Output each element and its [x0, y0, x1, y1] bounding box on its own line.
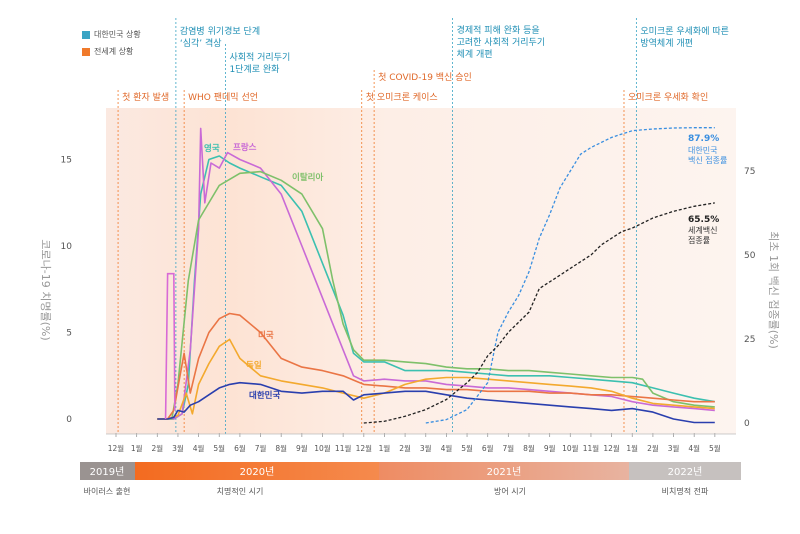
series-label: 영국 [204, 143, 220, 154]
world-event-label: 첫 환자 발생 [122, 91, 169, 103]
x-tick-label: 3월 [172, 443, 184, 453]
series-line-4 [157, 338, 715, 420]
korea-vax-label: 대한민국 백신 접종률 [688, 145, 727, 165]
x-tick-label: 4월 [193, 443, 205, 453]
x-tick-label: 3월 [668, 443, 680, 453]
phase-label-emergence: 바이러스 출현 [84, 486, 131, 496]
x-tick-label: 12월 [108, 443, 125, 453]
korea-event-label: 감염병 위기경보 단계 ‘심각’ 격상 [180, 25, 260, 49]
series-label: 미국 [258, 330, 274, 341]
series-line-2 [157, 170, 715, 420]
x-tick-label: 6월 [482, 443, 494, 453]
x-tick-label: 12월 [603, 443, 620, 453]
y2-tick-label: 25 [744, 335, 755, 345]
x-tick-label: 5월 [709, 443, 721, 453]
korea-event-label-line: 오미크론 우세화에 따른 [640, 26, 729, 37]
timeline-2021-segment [379, 462, 629, 480]
x-tick-label: 11월 [583, 443, 600, 453]
korea-event-label: 오미크론 우세화에 따른 방역체계 개편 [640, 26, 729, 49]
korea-event-label-line: 고려한 사회적 거리두기 [457, 36, 546, 48]
phase-label-lethal: 치명적인 시기 [217, 486, 264, 496]
y2-tick-label: 50 [744, 251, 756, 261]
series-label: 프랑스 [233, 142, 257, 153]
x-tick-label: 6월 [234, 443, 246, 453]
x-tick-label: 2월 [151, 443, 163, 453]
korea-event-label-line: 경제적 피해 완화 등을 [457, 24, 540, 36]
legend-label-world: 전세계 상황 [94, 47, 134, 56]
x-tick-label: 8월 [523, 443, 535, 453]
series-label: 대한민국 [249, 390, 280, 401]
world-event-label: 첫 오미크론 케이스 [366, 92, 438, 103]
x-tick-label: 10월 [314, 443, 331, 453]
x-tick-label: 1월 [626, 443, 638, 453]
x-tick-label: 11월 [335, 443, 352, 453]
korea-event-label-line: 1단계로 완화 [229, 63, 279, 75]
korea-vax-pct: 87.9% [688, 134, 719, 144]
world-event-label: WHO 팬데믹 선언 [188, 91, 258, 103]
x-tick-label: 5월 [213, 443, 225, 453]
world-vax-label: 세계백신 접종률 [688, 225, 717, 245]
x-tick-label: 9월 [544, 443, 556, 453]
x-tick-label: 7월 [503, 443, 515, 453]
phase-label-defense: 방어 시기 [494, 486, 526, 496]
y-axis-title: 코로나-19 치명률(%) [39, 239, 52, 340]
x-tick-label: 1월 [379, 443, 391, 453]
x-tick-label: 4월 [441, 443, 453, 453]
y-tick-label: 0 [66, 415, 72, 425]
x-tick-label: 12월 [356, 443, 373, 453]
korea-event-label: 사회적 거리두기 1단계로 완화 [229, 51, 290, 75]
world-vax-label-line: 세계백신 [688, 225, 717, 235]
world-vax-label-line: 접종률 [688, 235, 710, 245]
x-tick-label: 7월 [255, 443, 267, 453]
korea-event-label-line: 사회적 거리두기 [229, 51, 290, 63]
y-tick-label: 5 [66, 329, 72, 339]
y2-tick-label: 0 [744, 419, 750, 429]
x-tick-label: 2월 [647, 443, 659, 453]
korea-vax-label-line: 백신 접종률 [688, 155, 727, 165]
world-event-label: 첫 COVID-19 백신 승인 [378, 72, 472, 83]
korea-event-label-line: 방역체계 개편 [640, 37, 693, 49]
y-tick-label: 15 [61, 156, 72, 166]
korea-vax-label-line: 대한민국 [688, 145, 717, 155]
timeline-year-2019: 2019년 [90, 466, 125, 478]
legend-swatch-korea [82, 30, 90, 39]
korea-event-label-line: ‘심각’ 격상 [180, 37, 222, 49]
x-tick-label: 1월 [131, 443, 143, 453]
y2-tick-label: 75 [744, 167, 755, 177]
timeline-year-2020: 2020년 [240, 466, 275, 478]
series-line-7 [363, 202, 715, 424]
timeline-2019-segment [80, 462, 135, 480]
series-line-3 [157, 312, 715, 420]
x-tick-label: 4월 [688, 443, 700, 453]
y-tick-label: 10 [61, 242, 73, 252]
korea-event-label-line: 체계 개편 [457, 48, 493, 60]
x-tick-label: 8월 [275, 443, 287, 453]
korea-event-label-line: 감염병 위기경보 단계 [180, 25, 260, 37]
series-label: 독일 [246, 360, 262, 371]
series-line-6 [425, 127, 715, 424]
legend-label-korea: 대한민국 상황 [94, 30, 141, 39]
x-tick-label: 9월 [296, 443, 308, 453]
x-tick-label: 5월 [461, 443, 473, 453]
x-tick-label: 10월 [562, 443, 579, 453]
y2-axis-title: 최초 1회 백신 접종률(%) [767, 231, 780, 348]
world-event-label: 오미크론 우세화 확인 [628, 91, 708, 103]
series-line-5 [157, 381, 715, 424]
series-early-spike [164, 272, 176, 420]
legend-item-korea: 대한민국 상황 [82, 29, 141, 40]
x-tick-label: 2월 [399, 443, 411, 453]
korea-event-label: 경제적 피해 완화 등을 고려한 사회적 거리두기 체계 개편 [457, 24, 546, 60]
x-tick-label: 3월 [420, 443, 432, 453]
phase-label-nonlethal: 비치명적 전파 [662, 486, 709, 496]
legend-item-world: 전세계 상황 [82, 46, 133, 57]
timeline-2020-segment [135, 462, 379, 480]
timeline-year-2022: 2022년 [668, 466, 703, 478]
world-vax-pct: 65.5% [688, 215, 719, 225]
series-label: 이탈리아 [292, 172, 323, 183]
legend-swatch-world [82, 47, 90, 56]
timeline-year-2021: 2021년 [487, 466, 522, 478]
timeline-2022-segment [629, 462, 741, 480]
